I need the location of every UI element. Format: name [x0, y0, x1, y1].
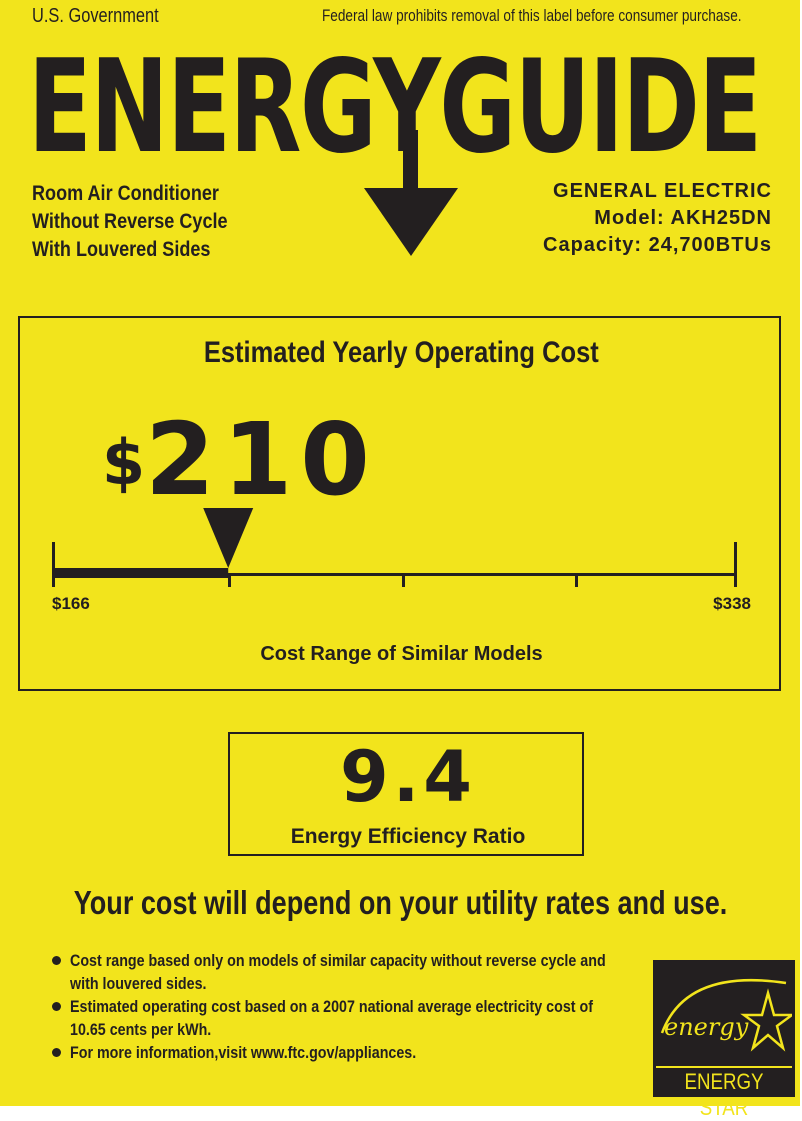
- product-type: Room Air Conditioner Without Reverse Cyc…: [32, 182, 228, 261]
- note-item: Estimated operating cost based on a 2007…: [52, 995, 708, 1041]
- model-number: Model: AKH25DN: [594, 207, 772, 229]
- capacity: Capacity: 24,700BTUs: [543, 234, 772, 256]
- note-item: For more information,visit www.ftc.gov/a…: [52, 1041, 708, 1064]
- product-info: GENERAL ELECTRIC Model: AKH25DN Capacity…: [543, 178, 772, 259]
- scale-tick: [228, 573, 231, 587]
- eer-label: Energy Efficiency Ratio: [290, 825, 526, 848]
- scale-line: [52, 573, 737, 576]
- cost-range-scale: [52, 508, 737, 587]
- operating-cost-box: Estimated Yearly Operating Cost $210 $16…: [18, 316, 781, 691]
- svg-text:energy: energy: [664, 1013, 749, 1041]
- note-item: Cost range based only on models of simil…: [52, 949, 708, 995]
- scale-cap-left: [52, 542, 55, 587]
- range-low: $166: [52, 594, 90, 613]
- scale-tick: [402, 573, 405, 587]
- arrow-head-icon: [364, 188, 458, 256]
- scale-tick: [575, 573, 578, 587]
- manufacturer: GENERAL ELECTRIC: [553, 180, 772, 202]
- range-caption: Cost Range of Similar Models: [260, 643, 543, 665]
- cost-title: Estimated Yearly Operating Cost: [204, 336, 599, 369]
- energy-star-label: ENERGY STAR: [684, 1069, 764, 1120]
- efficiency-box: 9.4 Energy Efficiency Ratio: [228, 732, 584, 856]
- scale-fill: [52, 568, 229, 578]
- notes-list: Cost range based only on models of simil…: [52, 949, 708, 1064]
- us-government-text: U.S. Government: [32, 5, 159, 27]
- energyguide-title: ENERGYGUIDE: [28, 33, 762, 182]
- cost-pointer-icon: [203, 508, 254, 568]
- eer-value: 9.4: [339, 736, 476, 818]
- removal-notice: Federal law prohibits removal of this la…: [322, 6, 742, 25]
- range-high: $338: [713, 594, 751, 613]
- energy-star-icon: energy: [660, 979, 796, 1052]
- disclaimer: Your cost will depend on your utility ra…: [74, 884, 728, 921]
- energy-star-logo: energy ENERGY STAR: [653, 960, 796, 1120]
- scale-cap-right: [734, 542, 737, 587]
- yearly-cost: $210: [102, 401, 378, 518]
